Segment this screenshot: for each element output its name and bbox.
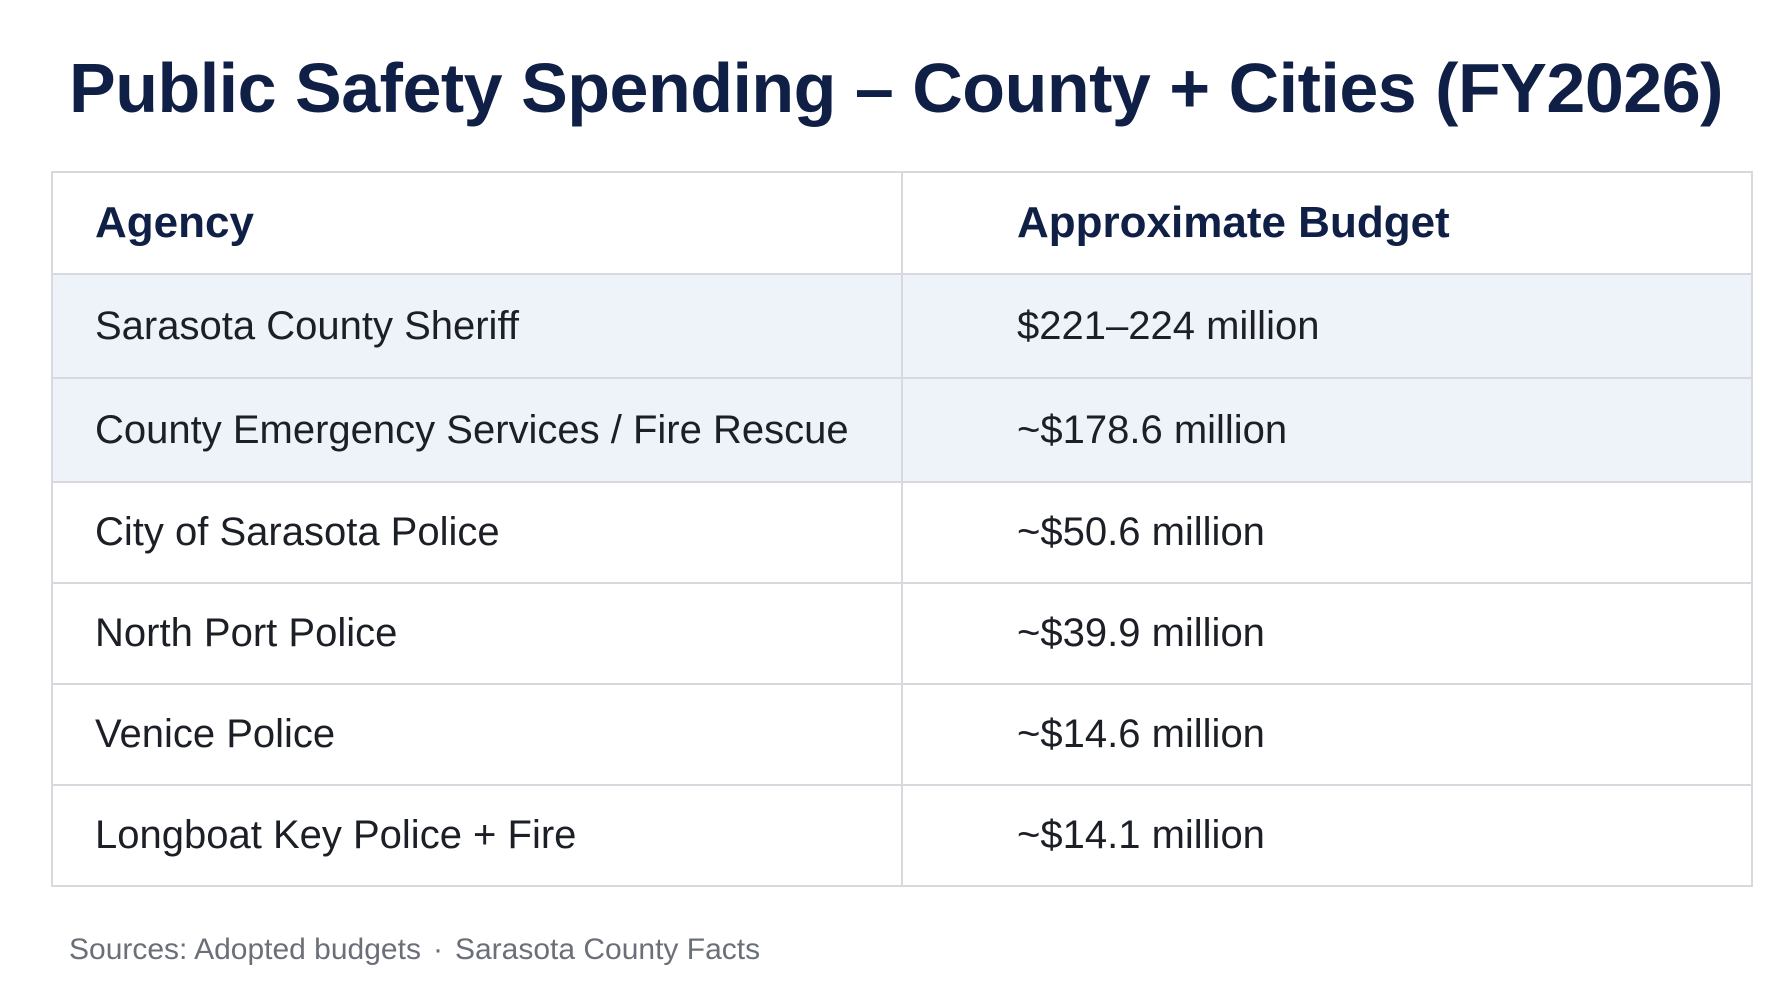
agency-cell: Sarasota County Sheriff bbox=[51, 273, 903, 379]
agency-cell: County Emergency Services / Fire Rescue bbox=[51, 377, 903, 483]
budget-cell: ~$39.9 million bbox=[901, 582, 1753, 685]
sources-note: Sources: Adopted budgets · Sarasota County… bbox=[69, 933, 760, 967]
table-row: City of Sarasota Police ~$50.6 million bbox=[51, 481, 1753, 584]
sources-label: Sources: bbox=[69, 933, 188, 966]
agency-cell: Venice Police bbox=[51, 683, 903, 786]
page-title: Public Safety Spending – County + Cities… bbox=[69, 49, 1723, 127]
budget-table: Agency Approximate Budget Sarasota Count… bbox=[51, 171, 1753, 887]
table-row: County Emergency Services / Fire Rescue … bbox=[51, 377, 1753, 483]
budget-cell: ~$14.6 million bbox=[901, 683, 1753, 786]
budget-cell: ~$178.6 million bbox=[901, 377, 1753, 483]
table-row: Longboat Key Police + Fire ~$14.1 millio… bbox=[51, 784, 1753, 887]
agency-cell: Longboat Key Police + Fire bbox=[51, 784, 903, 887]
budget-cell: ~$50.6 million bbox=[901, 481, 1753, 584]
budget-cell: $221–224 million bbox=[901, 273, 1753, 379]
agency-cell: North Port Police bbox=[51, 582, 903, 685]
table-header-row: Agency Approximate Budget bbox=[51, 171, 1753, 275]
agency-cell: City of Sarasota Police bbox=[51, 481, 903, 584]
budget-cell: ~$14.1 million bbox=[901, 784, 1753, 887]
source-separator: · bbox=[432, 933, 443, 966]
source-item: Adopted budgets bbox=[194, 933, 421, 966]
column-header-budget: Approximate Budget bbox=[901, 171, 1753, 275]
column-header-agency: Agency bbox=[51, 171, 903, 275]
table-row: Sarasota County Sheriff $221–224 million bbox=[51, 273, 1753, 379]
source-item: Sarasota County Facts bbox=[454, 933, 761, 966]
table-row: North Port Police ~$39.9 million bbox=[51, 582, 1753, 685]
table-row: Venice Police ~$14.6 million bbox=[51, 683, 1753, 786]
